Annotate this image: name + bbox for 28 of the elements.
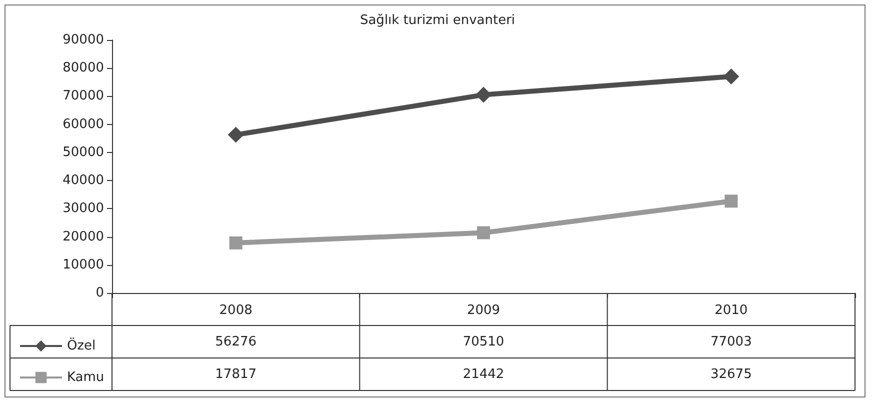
- point: [724, 194, 738, 208]
- legend-label: Özel: [67, 338, 96, 354]
- point: [476, 86, 492, 103]
- point: [229, 236, 242, 250]
- point: [477, 226, 490, 240]
- x-tick-label: 2008: [219, 303, 252, 318]
- y-tick-label: 10000: [62, 257, 104, 272]
- y-tick-label: 60000: [62, 116, 104, 132]
- y-tick-label: 70000: [62, 88, 104, 104]
- chart-title: Sağlık turizmi envanteri: [360, 13, 516, 28]
- data-label: 56276: [215, 334, 257, 350]
- x-tick-label: 2010: [714, 303, 748, 318]
- x-tick-label: 2009: [466, 303, 500, 318]
- data-label: 77003: [710, 334, 752, 350]
- y-tick-label: 90000: [62, 32, 104, 48]
- y-tick-label: 50000: [62, 144, 104, 160]
- y-tick-label: 20000: [62, 229, 104, 244]
- data-label: 21442: [462, 366, 504, 382]
- y-tick-label: 40000: [62, 173, 104, 188]
- legend-label: Kamu: [67, 370, 104, 385]
- y-tick-label: 30000: [62, 201, 104, 216]
- data-label: 70510: [462, 334, 504, 350]
- point: [228, 126, 244, 143]
- y-tick-label: 0: [96, 286, 104, 300]
- y-tick-label: 80000: [62, 60, 104, 76]
- data-label: 32675: [710, 366, 752, 382]
- data-label: 17817: [215, 366, 257, 382]
- point: [723, 68, 740, 85]
